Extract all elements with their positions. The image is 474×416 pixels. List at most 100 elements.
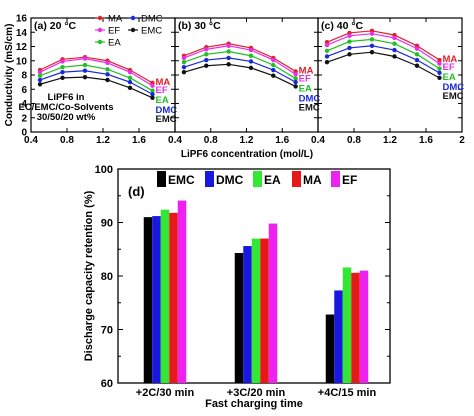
data-point [105, 67, 110, 72]
bar-ea [342, 267, 352, 383]
legend-entry-dmc: DMC [128, 14, 163, 25]
end-label-emc: EMC [299, 102, 320, 113]
end-label-ma: MA [299, 65, 314, 76]
end-label-dmc: DMC [299, 93, 321, 104]
legend-marker [97, 39, 103, 45]
data-point [82, 62, 88, 68]
y-tick-label: 2 [21, 113, 27, 124]
legend-a: MA DMC EF EMC EA [95, 14, 163, 49]
data-point [150, 95, 155, 101]
bar-ea [160, 209, 170, 383]
bar-emc [143, 217, 153, 383]
series-line [326, 30, 440, 61]
data-point [293, 79, 298, 85]
bar-ea [251, 238, 261, 383]
x-tick-label: 1.6 [419, 135, 433, 146]
plot-frame [317, 17, 463, 133]
data-point [293, 76, 298, 81]
y-tick-label: 80 [101, 271, 113, 283]
y-axis-title-top: Conductivity (mS/cm) [4, 24, 15, 127]
y-tick-label: 10 [16, 56, 28, 67]
panel-title: (d) [128, 184, 145, 199]
end-label-ea: EA [443, 72, 456, 83]
data-point [181, 64, 187, 70]
panel-a: 0.4 0.8 1.2 1.60246810121416MAEFEADMCEMC(a)… [16, 14, 177, 147]
legend-swatch [292, 171, 301, 187]
legend-marker [130, 27, 136, 33]
data-point [324, 59, 330, 65]
legend-entry-ea: EA [95, 38, 121, 49]
end-label-emc: EMC [156, 114, 177, 125]
data-point [226, 49, 231, 54]
legend-entry-emc: EMC [157, 171, 195, 187]
y-tick-label: 0 [21, 128, 27, 139]
legend-swatch [157, 171, 166, 187]
data-point [181, 59, 187, 65]
annotation-line: LiPF6 in [48, 92, 85, 103]
data-point [226, 43, 231, 48]
series-line [39, 58, 153, 87]
x-tick-label: 0.4 [168, 135, 182, 146]
series-emc [324, 50, 442, 81]
series-dmc [37, 68, 155, 97]
legend-label: MA [303, 173, 322, 187]
end-label-ea: EA [156, 95, 169, 106]
legend-label: EA [108, 38, 121, 49]
y-tick-label: 70 [101, 325, 113, 337]
panel-d: 60 70 80 90 100 +2C/30 min +3C/20 min +4C/15 mi… [83, 164, 391, 410]
data-point [437, 75, 442, 81]
end-label-dmc: DMC [443, 82, 465, 93]
series-line [39, 70, 153, 95]
end-label-dmc: DMC [156, 105, 178, 116]
bar-dmc [243, 246, 252, 383]
data-point [248, 53, 254, 58]
panel-title: (a) 20 °C [34, 20, 77, 32]
data-point [347, 39, 352, 44]
data-point [60, 64, 65, 70]
annotation-line: EC/EMC/Co-Solvents [18, 102, 113, 113]
data-point [347, 45, 352, 51]
data-point [60, 75, 65, 81]
bar-ma [351, 272, 360, 383]
data-point [127, 69, 133, 75]
bar-ef [177, 200, 187, 383]
x-tick-label: 2 [459, 135, 465, 146]
legend-d: EMC DMC EA MA EF [157, 171, 357, 187]
series-line [326, 33, 440, 65]
data-point [150, 92, 155, 97]
bar-group [143, 200, 187, 383]
legend-label: EA [264, 173, 281, 187]
series-line [326, 38, 440, 70]
legend-entry-ef: EF [331, 171, 357, 187]
end-label-ef: EF [443, 62, 455, 73]
series-ea [181, 49, 298, 81]
data-point [271, 62, 276, 68]
data-point [369, 37, 375, 42]
legend-marker [97, 27, 103, 33]
legend-label: MA [108, 14, 123, 25]
data-point [324, 48, 330, 53]
data-point [226, 55, 231, 61]
data-point [293, 72, 298, 77]
panel-title: (c) 40 °C [321, 20, 364, 32]
legend-marker [130, 15, 136, 21]
data-point [347, 33, 352, 39]
y-tick-label: 100 [95, 164, 113, 176]
bar-emc [234, 252, 244, 383]
x-category-label: +2C/30 min [136, 387, 195, 399]
x-axis-title: Fast charging time [205, 398, 303, 410]
end-label-ef: EF [156, 85, 168, 96]
x-tick-label: 0.4 [24, 135, 38, 146]
series-dmc [324, 43, 442, 76]
y-tick-label: 4 [21, 99, 27, 110]
series-line [326, 51, 440, 79]
y-tick-label: 60 [101, 378, 113, 390]
x-category-label: +3C/20 min [227, 387, 286, 399]
data-point [437, 66, 442, 71]
data-point [127, 79, 133, 85]
series-line [183, 63, 296, 87]
data-point [204, 63, 209, 68]
data-point [392, 54, 397, 59]
data-point [82, 68, 88, 73]
